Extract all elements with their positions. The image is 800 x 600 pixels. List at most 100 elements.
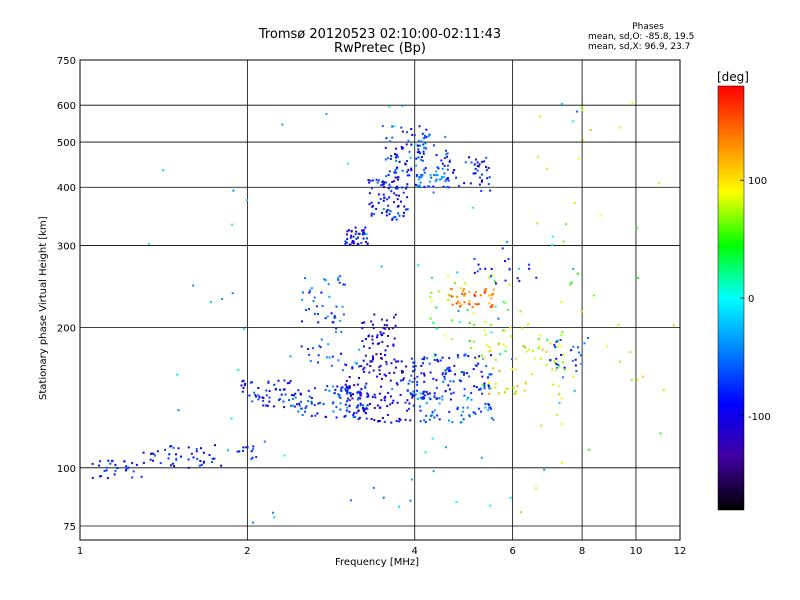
data-point [470,161,473,164]
data-point [494,305,497,308]
data-point [359,394,362,397]
data-point [324,279,327,282]
data-point [352,240,355,243]
data-point [358,233,361,235]
data-point [381,181,384,184]
data-point [424,167,427,170]
data-point [378,420,381,422]
data-point [538,334,541,337]
data-point [371,358,374,361]
data-point [362,408,365,411]
data-point [274,388,277,391]
data-point [580,310,583,313]
data-point [413,368,416,371]
data-point [190,452,193,455]
data-point [406,399,409,402]
data-point [151,452,154,455]
data-point [202,460,205,463]
data-point [362,237,365,240]
data-point [282,388,285,391]
data-point [492,367,495,370]
data-point [508,267,511,270]
data-point [485,344,488,347]
data-point [561,376,564,379]
data-point [489,305,492,308]
data-point [456,295,459,298]
data-point [444,373,447,376]
data-point [395,171,397,174]
data-point [474,356,477,359]
data-point [449,369,452,372]
data-point [410,143,413,146]
data-point [424,421,427,424]
data-point [565,223,568,226]
data-point [430,176,433,179]
data-point [131,462,134,465]
data-point [91,462,94,465]
data-point [394,324,397,327]
data-point [362,406,364,409]
data-point [498,369,501,372]
data-point [398,160,401,163]
y-tick-label: 300 [57,241,76,252]
data-point [525,350,528,353]
data-point [286,382,289,385]
data-point [309,360,312,362]
colorbar-tick-label: -100 [748,412,771,423]
data-point [535,487,537,490]
data-point [472,340,475,343]
data-point [310,400,313,403]
data-point [372,323,374,326]
data-point [364,226,367,229]
data-point [420,176,423,179]
data-point [298,402,301,405]
data-point [452,295,455,298]
data-point [170,445,173,448]
data-point [348,404,351,407]
data-point [369,365,372,367]
data-point [354,416,357,419]
data-point [416,185,419,188]
data-point [396,187,399,190]
colorbar-ticks: 100 0 -100 [740,176,771,423]
data-point [545,364,548,366]
data-point [463,372,466,375]
data-point [319,346,322,349]
data-point [441,395,444,398]
data-point [103,470,106,472]
data-point [423,394,426,397]
data-point [401,147,404,150]
data-point [150,452,152,455]
data-point [316,412,319,415]
data-point [394,366,397,369]
data-point [430,291,433,294]
data-point [449,398,452,401]
data-point [479,268,482,271]
data-point [422,397,425,400]
data-point [418,125,421,128]
data-point [258,396,261,399]
data-point [376,342,379,345]
data-point [366,392,369,395]
data-point [355,411,358,414]
data-point [284,393,287,396]
data-point [458,185,461,188]
data-point [369,179,372,182]
data-point [211,461,213,464]
data-point [383,373,386,376]
data-point [387,208,390,211]
data-point [518,280,521,283]
data-point [187,458,190,461]
data-point [437,167,440,170]
data-point [353,384,356,387]
data-point [553,361,556,364]
data-point [561,461,564,464]
data-point [391,218,394,221]
data-point [574,202,577,204]
data-point [428,180,431,183]
data-point [272,405,275,408]
data-point [488,373,491,376]
data-point [507,258,510,260]
data-point [406,160,408,162]
data-point [365,406,368,409]
